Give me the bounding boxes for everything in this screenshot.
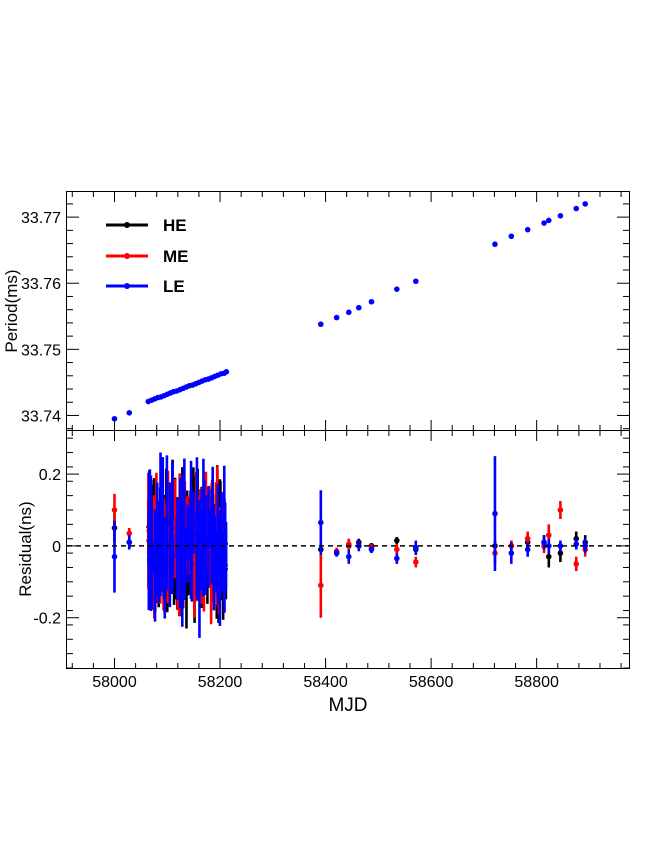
period-y-tick-label: 33.76 bbox=[21, 276, 61, 293]
period-point bbox=[394, 286, 400, 292]
dense-point bbox=[212, 548, 217, 553]
residual-point bbox=[545, 532, 552, 538]
period-point bbox=[111, 415, 118, 422]
period-point bbox=[126, 410, 133, 416]
residual-panel-frame bbox=[66, 430, 630, 669]
residual-point bbox=[318, 582, 324, 589]
dense-point bbox=[178, 565, 183, 570]
period-point bbox=[508, 233, 515, 240]
period-data-points bbox=[111, 201, 588, 422]
residual-point bbox=[111, 553, 118, 560]
period-point bbox=[492, 241, 498, 248]
legend-label-he: HE bbox=[163, 216, 187, 235]
period-point bbox=[573, 205, 580, 212]
period-y-tick-label: 33.75 bbox=[21, 342, 61, 359]
period-point bbox=[582, 201, 588, 207]
legend: HE ME LE bbox=[106, 216, 189, 296]
mjd-x-tick-labels: 58000 58200 58400 58600 58800 bbox=[92, 674, 559, 691]
residual-point bbox=[126, 539, 133, 546]
dense-point bbox=[156, 563, 161, 568]
residual-point bbox=[492, 510, 498, 517]
residual-point bbox=[413, 544, 419, 551]
residual-series-le bbox=[111, 456, 589, 593]
residual-point bbox=[111, 507, 118, 513]
dense-point bbox=[199, 534, 204, 539]
residual-point bbox=[524, 546, 531, 553]
period-point bbox=[333, 314, 340, 321]
period-point bbox=[356, 304, 362, 311]
mjd-axis-label: MJD bbox=[328, 695, 367, 716]
legend-entry-me: ME bbox=[106, 247, 189, 266]
residual-point bbox=[524, 535, 531, 542]
residual-point bbox=[333, 550, 340, 556]
legend-entry-le: LE bbox=[106, 277, 185, 296]
mjd-tick-label: 58000 bbox=[92, 674, 137, 691]
period-point bbox=[368, 298, 375, 305]
dense-point bbox=[164, 520, 169, 525]
residual-point bbox=[126, 530, 133, 537]
dense-series-le bbox=[146, 452, 229, 638]
mjd-tick-label: 58600 bbox=[409, 674, 454, 691]
period-point bbox=[318, 321, 324, 328]
period-axis-ticks bbox=[67, 192, 629, 430]
dense-point bbox=[149, 555, 154, 560]
legend-label-le: LE bbox=[163, 277, 185, 296]
residual-y-tick-label: 0.2 bbox=[39, 467, 61, 484]
residual-point bbox=[394, 546, 400, 553]
legend-entry-he: HE bbox=[106, 216, 187, 235]
period-point bbox=[345, 309, 352, 316]
period-y-tick-label: 33.77 bbox=[21, 210, 61, 227]
legend-label-me: ME bbox=[163, 247, 189, 266]
dense-point bbox=[189, 561, 194, 566]
dense-point bbox=[175, 553, 180, 558]
residual-point bbox=[394, 537, 400, 544]
residual-point bbox=[413, 559, 419, 565]
residual-point bbox=[508, 550, 515, 556]
period-y-tick-label: 33.74 bbox=[21, 408, 61, 425]
period-point bbox=[223, 369, 230, 375]
residual-y-tick-label: 0 bbox=[52, 539, 61, 556]
period-point bbox=[524, 226, 531, 233]
mjd-tick-label: 58200 bbox=[198, 674, 243, 691]
period-point bbox=[557, 213, 564, 219]
dense-point bbox=[222, 531, 227, 536]
period-point bbox=[413, 278, 419, 285]
residual-y-tick-label: -0.2 bbox=[33, 611, 61, 628]
dense-point bbox=[208, 527, 213, 532]
residual-axis-ticks bbox=[67, 431, 629, 669]
residual-point bbox=[582, 543, 589, 549]
period-point bbox=[545, 217, 552, 224]
residual-panel: -0.2 0 0.2 58000 58200 58400 58600 58800 Resid… bbox=[16, 430, 630, 716]
dense-point bbox=[180, 540, 185, 545]
dense-point bbox=[206, 535, 211, 540]
residual-point bbox=[368, 546, 375, 553]
dense-point bbox=[170, 549, 175, 554]
period-point bbox=[541, 220, 547, 226]
residual-point bbox=[545, 553, 552, 560]
dense-point bbox=[146, 557, 151, 562]
residual-point bbox=[318, 519, 324, 526]
residual-point bbox=[557, 507, 564, 513]
mjd-tick-label: 58800 bbox=[514, 674, 559, 691]
period-panel: 33.74 33.75 33.76 33.77 Period(ms) HE ME LE bbox=[2, 191, 630, 431]
dense-point bbox=[194, 532, 199, 537]
residual-point bbox=[394, 555, 400, 562]
mjd-tick-label: 58400 bbox=[303, 674, 348, 691]
dense-point bbox=[191, 520, 196, 525]
dense-point bbox=[153, 563, 158, 568]
residual-point bbox=[557, 543, 564, 549]
dense-point bbox=[160, 520, 165, 525]
residual-axis-label: Residual(ns) bbox=[16, 501, 35, 596]
period-axis-label: Period(ms) bbox=[2, 269, 21, 352]
residual-y-tick-labels: -0.2 0 0.2 bbox=[33, 467, 61, 628]
residual-point bbox=[541, 539, 547, 546]
period-y-tick-labels: 33.74 33.75 33.76 33.77 bbox=[21, 210, 61, 425]
residual-point bbox=[557, 550, 564, 556]
dense-point bbox=[217, 566, 222, 571]
residual-point bbox=[573, 561, 580, 567]
residual-point bbox=[345, 553, 352, 560]
residual-dense-cluster bbox=[146, 452, 229, 638]
